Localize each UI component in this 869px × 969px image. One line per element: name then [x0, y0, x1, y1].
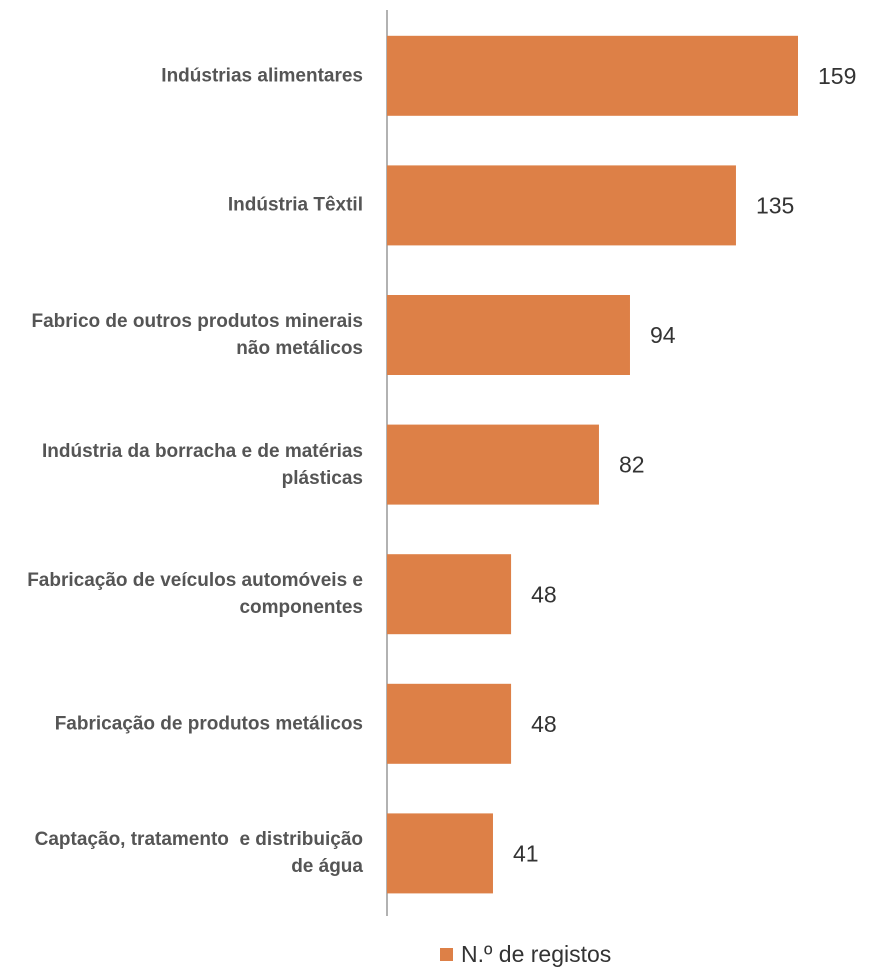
value-label: 135: [756, 192, 794, 218]
bar: [387, 165, 736, 246]
category-label: Indústria Têxtil: [227, 194, 363, 216]
bar: [387, 554, 512, 635]
value-label: 82: [619, 452, 645, 478]
value-label: 159: [818, 63, 856, 89]
value-label: 94: [650, 322, 676, 348]
value-label: 48: [531, 711, 557, 737]
category-label: Fabricação de produtos metálicos: [54, 713, 363, 735]
category-label: Fabrico de outros produtos minerais não …: [31, 311, 369, 359]
category-label: Fabricação de veículos automóveis e comp…: [27, 570, 369, 619]
value-label: 48: [531, 581, 557, 607]
category-label: Indústria da borracha e de matérias plás…: [41, 440, 369, 489]
category-label: Captação, tratamento e distribuição de á…: [34, 829, 369, 878]
bar: [387, 424, 599, 505]
category-label: Indústrias alimentares: [161, 65, 363, 87]
value-label: 41: [513, 840, 539, 866]
legend-label: N.º de registos: [461, 941, 611, 967]
legend-swatch: [440, 948, 453, 961]
bar: [387, 295, 630, 375]
bar: [387, 35, 798, 116]
bar: [387, 683, 512, 764]
bar: [387, 813, 493, 894]
